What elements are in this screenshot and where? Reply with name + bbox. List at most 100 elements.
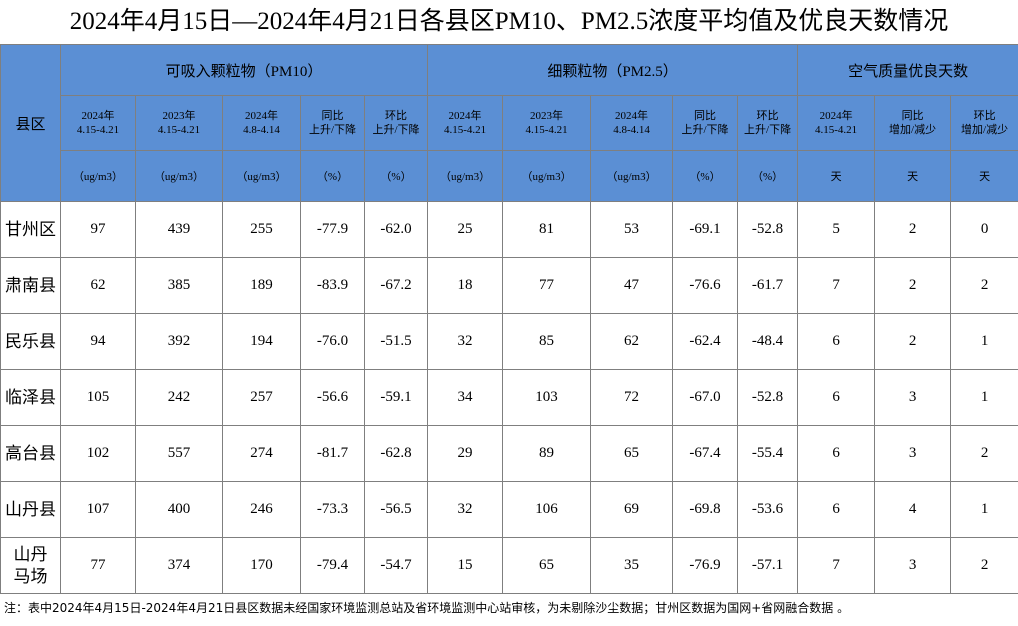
county-name: 民乐县: [0, 313, 61, 370]
data-cell: -57.1: [737, 537, 799, 594]
column-header: 环比 上升/下降: [737, 95, 799, 151]
data-cell: -79.4: [300, 537, 365, 594]
data-cell: 3: [874, 369, 952, 426]
data-cell: 2: [950, 257, 1018, 314]
data-cell: 242: [135, 369, 223, 426]
data-cell: 47: [590, 257, 674, 314]
data-cell: 18: [427, 257, 504, 314]
data-cell: 62: [60, 257, 136, 314]
corner-header: 县区: [0, 44, 61, 202]
data-cell: 2: [874, 313, 952, 370]
data-cell: 557: [135, 425, 223, 482]
data-cell: 77: [60, 537, 136, 594]
data-cell: -76.0: [300, 313, 365, 370]
data-cell: -51.5: [363, 313, 429, 370]
data-cell: 32: [427, 313, 504, 370]
data-cell: 2: [950, 537, 1018, 594]
data-cell: 4: [874, 481, 952, 538]
data-cell: -67.4: [672, 425, 739, 482]
data-cell: -54.7: [363, 537, 429, 594]
data-cell: 1: [950, 481, 1018, 538]
data-cell: -55.4: [737, 425, 799, 482]
county-name: 临泽县: [0, 369, 61, 426]
column-header: 环比 上升/下降: [363, 95, 429, 151]
county-name: 山丹 马场: [0, 537, 61, 594]
unit-header: 天: [874, 150, 952, 202]
data-cell: 6: [797, 369, 876, 426]
unit-header: （ug/m3）: [222, 150, 301, 202]
data-cell: 246: [222, 481, 301, 538]
data-cell: -69.8: [672, 481, 739, 538]
data-cell: 32: [427, 481, 504, 538]
county-name: 高台县: [0, 425, 61, 482]
column-header: 2023年 4.15-4.21: [135, 95, 223, 151]
data-cell: 89: [502, 425, 592, 482]
data-cell: -56.5: [363, 481, 429, 538]
table-row: 山丹 马场 77 374 170 -79.4 -54.7 15 65 35 -76.9 -57.1 7…: [0, 537, 1018, 594]
data-cell: 257: [222, 369, 301, 426]
data-cell: -77.9: [300, 201, 365, 258]
data-cell: 106: [502, 481, 592, 538]
data-cell: 5: [797, 201, 876, 258]
unit-header: （%）: [300, 150, 365, 202]
data-cell: 97: [60, 201, 136, 258]
data-cell: -53.6: [737, 481, 799, 538]
data-cell: 194: [222, 313, 301, 370]
unit-header: 天: [950, 150, 1018, 202]
data-cell: -67.0: [672, 369, 739, 426]
table-row: 山丹县 107 400 246 -73.3 -56.5 32 106 69 -69.8 -53.6 6…: [0, 481, 1018, 538]
data-cell: 439: [135, 201, 223, 258]
title: 2024年4月15日—2024年4月21日各县区PM10、PM2.5浓度平均值及…: [69, 8, 949, 35]
data-cell: 0: [950, 201, 1018, 258]
county-name: 山丹县: [0, 481, 61, 538]
data-cell: -81.7: [300, 425, 365, 482]
footnote: 注：表中2024年4月15日-2024年4月21日县区数据未经国家环境监测总站及…: [4, 601, 850, 615]
data-cell: -62.0: [363, 201, 429, 258]
data-cell: 170: [222, 537, 301, 594]
county-name: 甘州区: [0, 201, 61, 258]
data-cell: 53: [590, 201, 674, 258]
data-cell: 65: [502, 537, 592, 594]
data-cell: -76.9: [672, 537, 739, 594]
data-cell: -56.6: [300, 369, 365, 426]
data-cell: 6: [797, 481, 876, 538]
data-cell: 6: [797, 425, 876, 482]
data-cell: 3: [874, 425, 952, 482]
table-row: （ug/m3） （ug/m3） （ug/m3） （%） （%） （ug/m3） （ug/m3…: [1, 150, 1018, 202]
data-cell: 65: [590, 425, 674, 482]
data-cell: 400: [135, 481, 223, 538]
data-table: 县区 可吸入颗粒物（PM10） 细颗粒物（PM2.5） 空气质量优良天数 2024年 4…: [0, 44, 1018, 594]
group-header: 可吸入颗粒物（PM10）: [59, 44, 429, 96]
data-cell: 189: [222, 257, 301, 314]
unit-header: （%）: [737, 150, 799, 202]
data-cell: 77: [502, 257, 592, 314]
data-cell: 103: [502, 369, 592, 426]
unit-header: （ug/m3）: [502, 150, 592, 202]
unit-header: （ug/m3）: [60, 150, 136, 202]
data-cell: 7: [797, 537, 876, 594]
column-header: 2024年 4.15-4.21: [60, 95, 136, 151]
unit-header: （ug/m3）: [427, 150, 504, 202]
table-row: 2024年 4.15-4.21 2023年 4.15-4.21 2024年 4.8-…: [1, 95, 1018, 151]
data-cell: 274: [222, 425, 301, 482]
data-cell: 62: [590, 313, 674, 370]
column-header: 2024年 4.15-4.21: [427, 95, 504, 151]
unit-header: 天: [797, 150, 876, 202]
data-cell: 2: [874, 257, 952, 314]
data-cell: 7: [797, 257, 876, 314]
data-cell: 94: [60, 313, 136, 370]
unit-header: （%）: [672, 150, 739, 202]
data-cell: 25: [427, 201, 504, 258]
data-cell: 385: [135, 257, 223, 314]
group-header: 空气质量优良天数: [797, 44, 1018, 96]
column-header: 2024年 4.8-4.14: [590, 95, 674, 151]
column-header: 同比 上升/下降: [672, 95, 739, 151]
table-row: 临泽县 105 242 257 -56.6 -59.1 34 103 72 -67.0 -52.8 6…: [0, 369, 1018, 426]
data-cell: -62.4: [672, 313, 739, 370]
data-cell: -52.8: [737, 201, 799, 258]
data-cell: 29: [427, 425, 504, 482]
column-header: 同比 增加/减少: [874, 95, 952, 151]
data-cell: -59.1: [363, 369, 429, 426]
data-cell: -76.6: [672, 257, 739, 314]
